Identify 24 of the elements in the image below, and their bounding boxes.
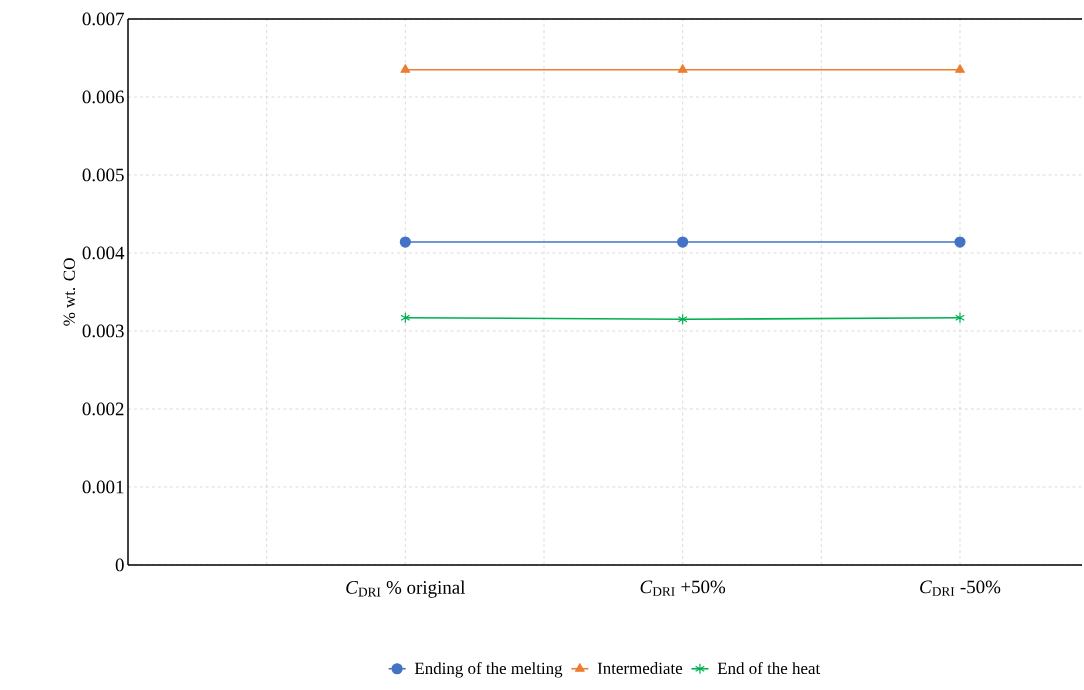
point — [955, 312, 965, 324]
legend-label: Ending of the melting — [414, 662, 563, 678]
y-tick-label: 0 — [115, 558, 124, 572]
y-tick-label: 0.001 — [82, 480, 124, 494]
x-tick-label: C$_{DRI}$ +50% — [640, 580, 726, 596]
point — [954, 236, 966, 248]
x-tick-label: C$_{DRI}$ % original — [346, 580, 466, 598]
y-tick-label: 0.002 — [82, 402, 124, 416]
legend-label: End of the heat — [717, 662, 821, 675]
point — [400, 64, 411, 73]
legend-label: Intermediate — [597, 662, 683, 675]
point — [677, 313, 688, 325]
point — [955, 64, 965, 73]
point — [400, 312, 411, 324]
y-tick-label: 0.006 — [82, 90, 124, 104]
y-axis-title: % wt. CO — [63, 258, 76, 326]
point — [399, 236, 411, 248]
point — [677, 236, 689, 248]
y-tick-label: 0.005 — [82, 168, 124, 182]
y-tick-label: 0.004 — [82, 246, 125, 260]
y-tick-label: 0.007 — [82, 12, 124, 26]
point — [677, 64, 688, 73]
x-tick-label: C$_{DRI}$ -50% — [920, 580, 1001, 596]
y-tick-label: 0.003 — [82, 324, 124, 338]
